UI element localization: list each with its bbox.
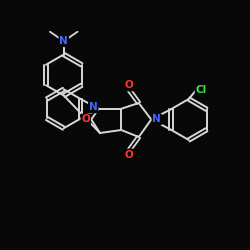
Text: N: N xyxy=(60,36,68,46)
Text: O: O xyxy=(82,114,90,124)
Text: O: O xyxy=(124,150,133,160)
Text: N: N xyxy=(152,114,161,124)
Text: Cl: Cl xyxy=(196,85,207,95)
Text: N: N xyxy=(89,102,98,113)
Text: O: O xyxy=(124,80,133,90)
